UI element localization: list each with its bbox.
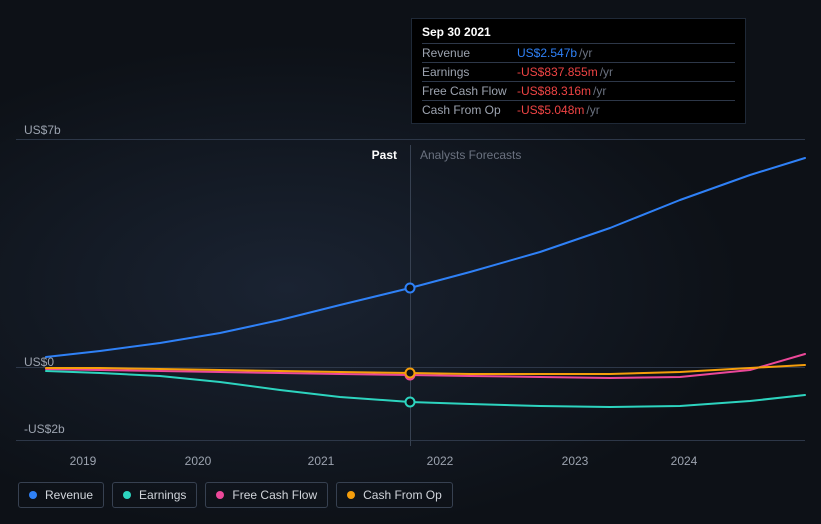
xlabel-2021: 2021 bbox=[308, 454, 335, 468]
tooltip-row-value: -US$88.316m bbox=[517, 84, 591, 98]
legend-label: Cash From Op bbox=[363, 488, 442, 502]
legend-dot-icon bbox=[29, 491, 37, 499]
marker-earnings bbox=[406, 398, 415, 407]
chart-tooltip: Sep 30 2021 RevenueUS$2.547b/yrEarnings-… bbox=[411, 18, 746, 124]
earnings-chart: US$7b US$0 -US$2b 2019 2020 2021 2022 2023 20… bbox=[0, 0, 821, 524]
series-revenue bbox=[46, 158, 805, 357]
xlabel-2023: 2023 bbox=[562, 454, 589, 468]
series-free-cash-flow bbox=[46, 354, 805, 378]
section-forecast-label: Analysts Forecasts bbox=[420, 148, 521, 162]
tooltip-row-unit: /yr bbox=[579, 46, 592, 60]
chart-legend: Revenue Earnings Free Cash Flow Cash From O… bbox=[18, 482, 453, 508]
tooltip-row-unit: /yr bbox=[593, 84, 606, 98]
xlabel-2022: 2022 bbox=[427, 454, 454, 468]
xlabel-2020: 2020 bbox=[185, 454, 212, 468]
legend-item-free-cash-flow[interactable]: Free Cash Flow bbox=[205, 482, 328, 508]
legend-item-cash-from-op[interactable]: Cash From Op bbox=[336, 482, 453, 508]
tooltip-row-value: US$2.547b bbox=[517, 46, 577, 60]
legend-label: Free Cash Flow bbox=[232, 488, 317, 502]
marker-cash-from-op bbox=[406, 369, 415, 378]
tooltip-row-earnings: Earnings-US$837.855m/yr bbox=[422, 62, 735, 81]
tooltip-row-unit: /yr bbox=[586, 103, 599, 117]
tooltip-date: Sep 30 2021 bbox=[422, 25, 735, 43]
ylabel-neg2b: -US$2b bbox=[24, 422, 65, 436]
legend-dot-icon bbox=[347, 491, 355, 499]
tooltip-row-label: Revenue bbox=[422, 46, 517, 60]
tooltip-row-value: -US$5.048m bbox=[517, 103, 584, 117]
section-past-label: Past bbox=[372, 148, 397, 162]
legend-item-earnings[interactable]: Earnings bbox=[112, 482, 197, 508]
ylabel-7b: US$7b bbox=[24, 123, 61, 137]
marker-revenue bbox=[406, 284, 415, 293]
tooltip-row-label: Free Cash Flow bbox=[422, 84, 517, 98]
legend-label: Earnings bbox=[139, 488, 186, 502]
ylabel-0: US$0 bbox=[24, 355, 54, 369]
legend-dot-icon bbox=[216, 491, 224, 499]
tooltip-row-unit: /yr bbox=[600, 65, 613, 79]
legend-dot-icon bbox=[123, 491, 131, 499]
xlabel-2019: 2019 bbox=[70, 454, 97, 468]
legend-item-revenue[interactable]: Revenue bbox=[18, 482, 104, 508]
tooltip-row-free-cash-flow: Free Cash Flow-US$88.316m/yr bbox=[422, 81, 735, 100]
series-cash-from-op bbox=[46, 365, 805, 374]
tooltip-row-value: -US$837.855m bbox=[517, 65, 598, 79]
xlabel-2024: 2024 bbox=[671, 454, 698, 468]
legend-label: Revenue bbox=[45, 488, 93, 502]
tooltip-row-label: Cash From Op bbox=[422, 103, 517, 117]
tooltip-row-label: Earnings bbox=[422, 65, 517, 79]
tooltip-row-revenue: RevenueUS$2.547b/yr bbox=[422, 43, 735, 62]
tooltip-row-cash-from-op: Cash From Op-US$5.048m/yr bbox=[422, 100, 735, 119]
